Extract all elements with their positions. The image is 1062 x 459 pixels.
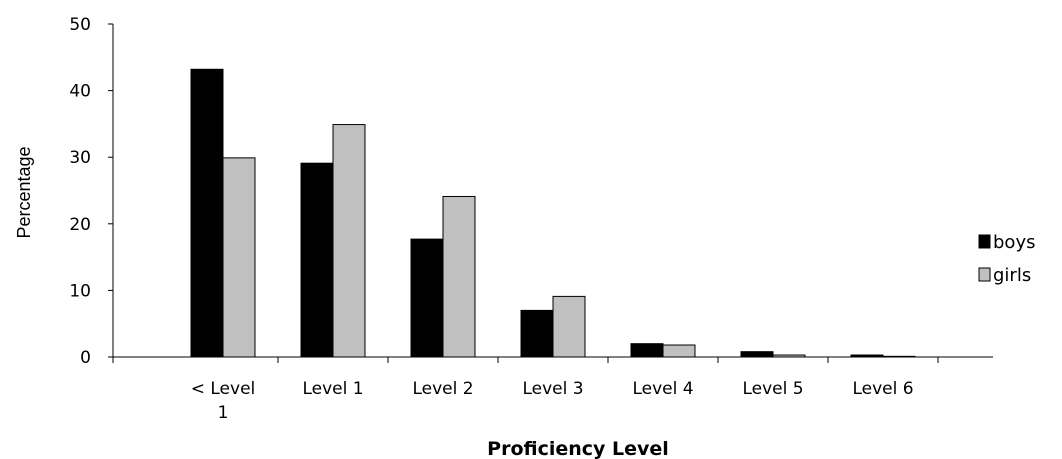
bar-boys <box>740 351 774 358</box>
y-tick-label: 40 <box>69 82 91 102</box>
legend-label-boys: boys <box>993 232 1035 253</box>
x-tick-label: Level 1 <box>302 379 363 399</box>
bar-boys <box>190 68 224 358</box>
bar-boys <box>300 162 334 358</box>
y-tick-label: 20 <box>69 215 91 235</box>
y-tick-label: 0 <box>80 348 91 368</box>
bar-girls <box>332 124 366 358</box>
y-tick-label: 50 <box>69 15 91 35</box>
bar-boys <box>410 238 444 358</box>
bar-boys <box>630 343 664 358</box>
x-tick-label: Level 2 <box>412 379 473 399</box>
y-axis-ticks: 0 10 20 30 40 50 <box>69 15 113 368</box>
x-axis-tick-labels: < Level 1 Level 1 Level 2 Level 3 Level 4 Leve… <box>191 379 914 423</box>
legend: boys girls <box>978 232 1035 286</box>
x-tick-label: Level 3 <box>522 379 583 399</box>
y-axis-title: Percentage <box>14 146 34 238</box>
legend-swatch-girls <box>978 267 991 282</box>
legend-label-girls: girls <box>993 265 1031 286</box>
x-axis-ticks <box>112 357 939 363</box>
x-axis-title: Proficiency Level <box>487 438 669 459</box>
x-tick-label: Level 6 <box>852 379 913 399</box>
x-tick-label: Level 4 <box>632 379 693 399</box>
x-tick-label: < Level 1 <box>191 379 256 423</box>
y-tick-label: 10 <box>69 281 91 301</box>
bar-girls <box>552 295 586 358</box>
bars <box>190 68 916 358</box>
x-tick-label: Level 5 <box>742 379 803 399</box>
bar-boys <box>520 309 554 358</box>
bar-girls <box>222 157 256 358</box>
bar-girls <box>662 344 696 358</box>
legend-swatch-boys <box>978 234 991 249</box>
bar-girls <box>442 195 476 358</box>
y-tick-label: 30 <box>69 148 91 168</box>
